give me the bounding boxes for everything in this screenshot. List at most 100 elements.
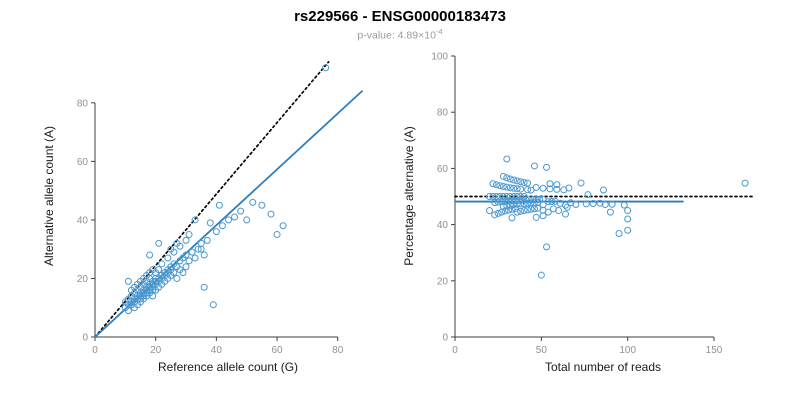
data-point (532, 213, 540, 221)
data-point (596, 199, 604, 207)
y-tick-label: 40 (437, 220, 449, 231)
data-point (510, 175, 518, 183)
data-point (486, 206, 494, 214)
data-point (624, 206, 632, 214)
data-point (520, 199, 528, 207)
y-tick-label: 20 (77, 273, 89, 284)
y-tick-label: 20 (437, 276, 449, 287)
x-tick-label: 150 (706, 345, 723, 356)
percentage-scatter-plot: 0 50 100 150 0 20 40 60 80 100 Total number of re… (402, 51, 753, 374)
data-point (506, 192, 514, 200)
data-point (503, 192, 511, 200)
p-value-subtitle: p-value: 4.89×10-4 (0, 27, 800, 42)
data-point (499, 172, 507, 180)
data-point (511, 196, 519, 204)
data-point (491, 198, 499, 206)
data-point (608, 200, 616, 208)
data-point (741, 179, 749, 187)
data-point (565, 183, 573, 191)
data-point (146, 251, 154, 259)
data-point (544, 208, 552, 216)
data-point (501, 197, 509, 205)
data-point (517, 192, 525, 200)
data-point (555, 206, 563, 214)
data-point (176, 242, 184, 250)
p-value-exponent: -4 (435, 27, 443, 36)
data-point (553, 180, 561, 188)
data-point (524, 185, 532, 193)
data-point (212, 227, 220, 235)
data-point (548, 197, 556, 205)
data-point (530, 161, 538, 169)
data-point (624, 214, 632, 222)
data-point (530, 204, 538, 212)
data-point (185, 230, 193, 238)
data-point (503, 183, 511, 191)
data-point (520, 192, 528, 200)
data-point (506, 183, 514, 191)
data-point (577, 179, 585, 187)
data-point (563, 203, 571, 211)
data-point (170, 248, 178, 256)
data-point (491, 210, 499, 218)
data-point (589, 199, 597, 207)
data-point (499, 192, 507, 200)
identity-reference-line (94, 60, 330, 338)
data-point (524, 179, 532, 187)
data-point (518, 196, 526, 204)
data-point (158, 259, 166, 267)
data-point (508, 205, 516, 213)
data-point (539, 211, 547, 219)
data-point (494, 209, 502, 217)
data-point (489, 192, 497, 200)
data-point (600, 185, 607, 193)
data-point (546, 184, 554, 192)
right-plot-y-axis-label: Percentage alternative (A) (402, 126, 416, 265)
data-point (584, 190, 592, 198)
data-point (620, 201, 628, 209)
data-point (615, 229, 623, 237)
data-point (546, 179, 554, 187)
charts-row: 0 20 40 60 80 0 20 40 60 80 Reference allele coun… (0, 42, 800, 377)
data-point (322, 63, 330, 71)
data-point (503, 201, 511, 209)
data-point (520, 178, 528, 186)
y-tick-label: 60 (77, 156, 89, 167)
x-tick-label: 80 (332, 345, 344, 356)
data-point (191, 215, 199, 223)
data-point (206, 218, 214, 226)
data-point (510, 184, 518, 192)
data-point (243, 215, 251, 223)
data-point (510, 192, 518, 200)
data-point (513, 192, 521, 200)
data-point (273, 230, 281, 238)
x-tick-label: 20 (150, 345, 162, 356)
data-point (562, 210, 570, 218)
data-point (513, 176, 521, 184)
data-point (492, 180, 500, 188)
data-point (179, 268, 187, 276)
data-point (517, 207, 525, 215)
left-plot-axes: 0 20 40 60 80 0 20 40 60 80 (77, 60, 363, 356)
data-point (537, 271, 545, 279)
data-point (200, 251, 208, 259)
data-point (543, 163, 551, 171)
data-point (536, 195, 544, 203)
data-point (185, 256, 193, 264)
data-point (499, 182, 507, 190)
x-tick-label: 100 (619, 345, 636, 356)
data-point (601, 200, 609, 208)
y-tick-label: 60 (437, 163, 449, 174)
data-point (517, 185, 525, 193)
y-tick-label: 40 (77, 215, 89, 226)
y-tick-label: 80 (437, 107, 449, 118)
x-tick-label: 0 (92, 345, 98, 356)
data-point (215, 201, 223, 209)
data-point (527, 205, 535, 213)
data-point (624, 226, 632, 234)
left-plot-x-axis-label: Reference allele count (G) (158, 360, 298, 374)
data-point (496, 181, 504, 189)
data-point (249, 198, 257, 206)
data-point (606, 208, 614, 216)
